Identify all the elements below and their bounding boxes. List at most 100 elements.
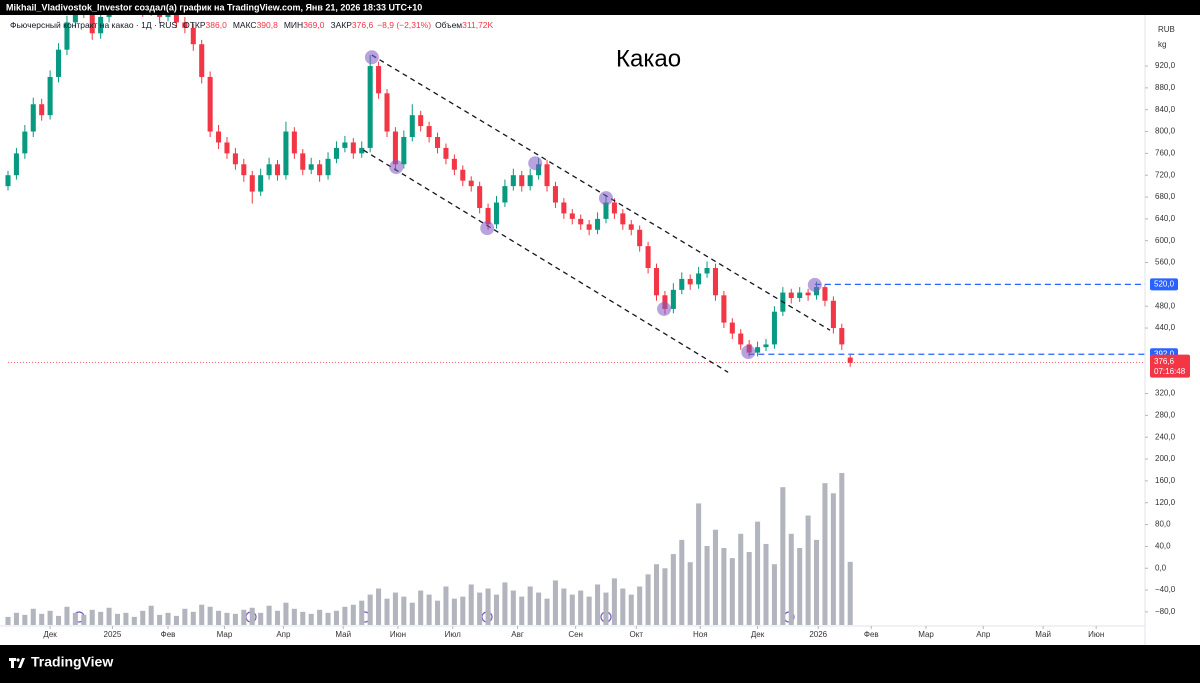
candle-body — [628, 224, 634, 230]
candle-body — [493, 202, 500, 225]
candle-body — [384, 93, 390, 132]
volume-bar — [468, 584, 474, 625]
x-tick-label: Окт — [630, 630, 644, 639]
volume-bar — [13, 612, 19, 625]
candle-body — [426, 126, 432, 137]
candle-body — [266, 164, 272, 176]
candle-body — [729, 322, 735, 334]
legend-field-value: 390,8 — [257, 20, 279, 30]
candle-body — [5, 175, 11, 187]
candle-body — [552, 186, 558, 203]
volume-bar — [729, 558, 735, 625]
legend-field-value: 369,0 — [303, 20, 325, 30]
candle-body — [401, 136, 407, 165]
candle-body — [249, 175, 255, 192]
x-tick-label: Мар — [918, 630, 934, 639]
volume-bar — [519, 596, 525, 625]
x-tick-label: 2025 — [104, 630, 122, 639]
volume-bar — [822, 483, 828, 625]
x-tick-label: 2026 — [809, 630, 827, 639]
volume-bar — [56, 615, 62, 625]
volume-bar — [755, 521, 761, 625]
candle-body — [157, 15, 163, 17]
candle-body — [721, 295, 727, 323]
candle-body — [443, 147, 449, 159]
volume-bar — [274, 610, 281, 625]
candle-body — [696, 273, 702, 285]
pivot-point — [364, 50, 379, 65]
candle-body — [788, 292, 794, 299]
volume-bar — [510, 590, 516, 625]
y-tick-label: 840,0 — [1155, 105, 1176, 114]
legend-volume: 311,72K — [462, 20, 493, 30]
volume-bar — [738, 533, 744, 625]
legend-field-label: МИН — [284, 20, 303, 30]
y-tick-label: 920,0 — [1155, 61, 1176, 70]
candle-body — [519, 175, 525, 187]
candle-body — [670, 289, 676, 309]
candle-body — [258, 175, 264, 192]
volume-bar — [291, 608, 297, 625]
volume-bar — [182, 608, 188, 625]
legend-field-label: ЗАКР — [330, 20, 352, 30]
candle-body — [325, 158, 331, 176]
x-tick-label: Июл — [445, 630, 462, 639]
volume-bar — [39, 613, 45, 625]
candle-body — [39, 104, 45, 116]
y-tick-label: −40,0 — [1155, 585, 1176, 594]
volume-bar — [485, 588, 491, 625]
volume-bar — [81, 614, 87, 625]
y-tick-label: 320,0 — [1155, 389, 1176, 398]
candle-body — [392, 131, 398, 165]
y-tick-label: 800,0 — [1155, 127, 1176, 136]
x-tick-label: Апр — [976, 630, 991, 639]
volume-bar — [173, 615, 179, 625]
x-tick-label: Дек — [751, 630, 765, 639]
volume-bar — [190, 611, 196, 625]
volume-bar — [249, 607, 255, 625]
candle-body — [578, 218, 584, 225]
candle-body — [611, 202, 617, 214]
volume-bar — [763, 543, 769, 625]
volume-bar — [687, 562, 693, 625]
candle-body — [13, 153, 19, 176]
candle-body — [738, 333, 744, 345]
author-line: Mikhail_Vladivostok_Investor создал(а) г… — [6, 2, 422, 12]
volume-bar — [148, 605, 154, 625]
candle-body — [771, 311, 777, 345]
candle-body — [527, 175, 533, 187]
candle-body — [435, 136, 441, 148]
volume-bar — [232, 613, 238, 625]
volume-bar — [333, 610, 339, 625]
volume-bar — [780, 487, 786, 625]
volume-bar — [157, 614, 163, 625]
x-tick-label: Фев — [161, 630, 176, 639]
volume-bar — [216, 610, 222, 625]
pivot-point — [741, 345, 756, 360]
x-tick-label: Май — [335, 630, 351, 639]
y-tick-label: 480,0 — [1155, 301, 1176, 310]
candle-body — [300, 153, 306, 170]
volume-bar — [443, 586, 449, 625]
candle-body — [595, 218, 601, 230]
volume-bar — [317, 609, 323, 625]
volume-bar — [611, 578, 617, 625]
candle-body — [342, 142, 348, 148]
volume-bar — [64, 606, 70, 625]
unit: kg — [1158, 40, 1166, 49]
volume-bar — [637, 586, 643, 625]
volume-bar — [477, 592, 483, 625]
candle-body — [165, 15, 171, 17]
x-tick-label: Сен — [568, 630, 583, 639]
candle-body — [359, 147, 365, 154]
trend-line — [363, 149, 729, 373]
candle-body — [89, 15, 95, 34]
x-tick-label: Июн — [1088, 630, 1104, 639]
y-tick-label: 160,0 — [1155, 476, 1176, 485]
y-tick-label: 120,0 — [1155, 498, 1176, 507]
volume-bar — [814, 539, 820, 625]
y-tick-label: 720,0 — [1155, 170, 1176, 179]
candle-body — [308, 164, 314, 170]
volume-bar — [645, 574, 651, 625]
